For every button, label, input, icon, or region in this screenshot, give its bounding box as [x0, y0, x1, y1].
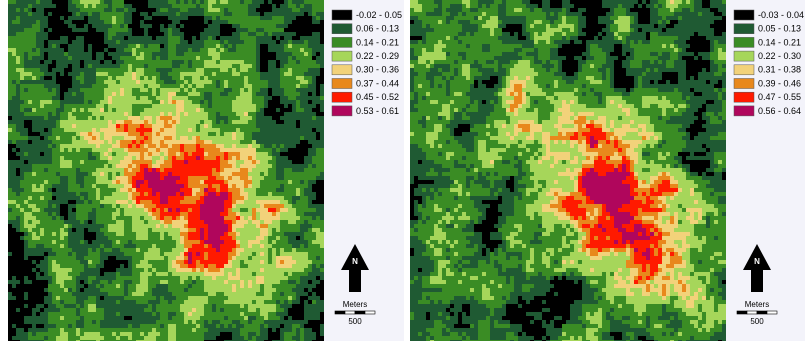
legend-swatch	[734, 51, 754, 61]
legend-swatch	[332, 65, 352, 75]
legend-label: 0.22 - 0.30	[758, 51, 801, 61]
legend-label: 0.06 - 0.13	[356, 24, 399, 34]
scale-bar-segment	[767, 311, 777, 314]
legend-swatch	[734, 24, 754, 34]
scale-bar-segment	[335, 311, 345, 314]
legend-label: 0.22 - 0.29	[356, 51, 399, 61]
scale-bar-segment	[747, 311, 757, 314]
legend-swatch	[734, 106, 754, 116]
map-figure: -0.02 - 0.05 0.06 - 0.13 0.14 - 0.21 0.22 -…	[0, 0, 805, 341]
legend-swatch	[734, 10, 754, 20]
scale-unit: Meters	[343, 300, 367, 309]
legend-swatch	[734, 79, 754, 89]
legend-swatch	[332, 37, 352, 47]
legend-label: 0.39 - 0.46	[758, 78, 801, 88]
legend-label: 0.45 - 0.52	[356, 92, 399, 102]
scale-bar-segment	[737, 311, 747, 314]
scale-value: 500	[348, 317, 362, 326]
scale-value: 500	[750, 317, 764, 326]
legend-swatch	[332, 10, 352, 20]
scale-unit: Meters	[745, 300, 769, 309]
raster-map	[410, 0, 726, 341]
legend-swatch	[332, 79, 352, 89]
scale-bar-segment	[365, 311, 375, 314]
legend-swatch	[734, 37, 754, 47]
scale-bar-segment	[757, 311, 767, 314]
legend-label: 0.14 - 0.21	[758, 37, 801, 47]
legend-label: 0.56 - 0.64	[758, 106, 801, 116]
legend-label: 0.47 - 0.55	[758, 92, 801, 102]
scale-bar-segment	[345, 311, 355, 314]
legend-label: 0.31 - 0.38	[758, 65, 801, 75]
north-label: N	[754, 257, 760, 266]
raster-map	[8, 0, 324, 341]
legend-swatch	[332, 92, 352, 102]
legend-swatch	[332, 51, 352, 61]
legend-swatch	[734, 65, 754, 75]
legend-label: 0.05 - 0.13	[758, 24, 801, 34]
legend-swatch	[332, 106, 352, 116]
legend-label: 0.37 - 0.44	[356, 78, 399, 88]
legend-label: -0.02 - 0.05	[356, 10, 402, 20]
legend-label: -0.03 - 0.04	[758, 10, 804, 20]
north-label: N	[352, 257, 358, 266]
legend-swatch	[734, 92, 754, 102]
legend-label: 0.53 - 0.61	[356, 106, 399, 116]
legend-label: 0.30 - 0.36	[356, 65, 399, 75]
scale-bar-segment	[355, 311, 365, 314]
legend-swatch	[332, 24, 352, 34]
legend-label: 0.14 - 0.21	[356, 37, 399, 47]
